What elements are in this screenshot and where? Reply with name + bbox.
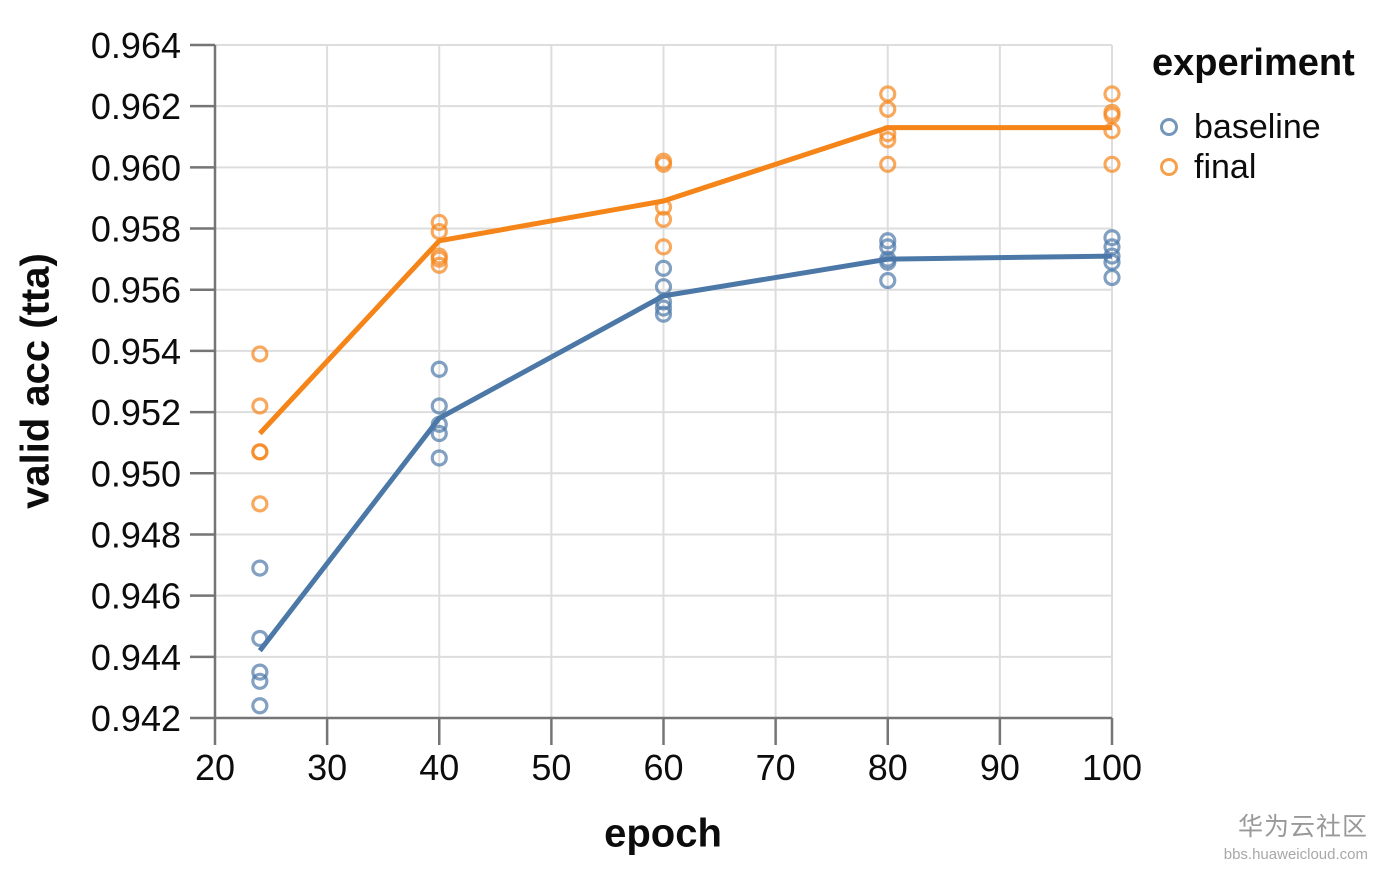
y-tick-label: 0.944 <box>91 637 181 678</box>
final-data-point <box>654 155 673 173</box>
y-tick-label: 0.942 <box>91 698 181 739</box>
x-tick-label: 60 <box>643 747 683 788</box>
y-tick-label: 0.958 <box>91 209 181 250</box>
baseline-data-point <box>654 293 673 311</box>
y-axis-title: valid acc (tta) <box>13 253 58 509</box>
final-data-point <box>1103 155 1121 173</box>
baseline-data-point <box>1103 247 1121 265</box>
watermark: 华为云社区 bbs.huaweicloud.com <box>1224 807 1368 863</box>
final-data-point <box>1103 122 1121 140</box>
legend-label-final: final <box>1194 147 1257 186</box>
y-tick-label: 0.960 <box>91 147 181 188</box>
baseline-data-point <box>430 449 448 467</box>
final-data-point <box>879 131 897 149</box>
final-data-point <box>879 155 897 173</box>
final-data-point <box>654 238 673 256</box>
baseline-data-point <box>251 663 269 681</box>
baseline-trend-line <box>257 253 1113 653</box>
baseline-data-point <box>251 672 269 690</box>
x-tick-label: 100 <box>1082 747 1142 788</box>
y-tick-label: 0.956 <box>91 270 181 311</box>
x-axis-title: epoch <box>604 811 722 856</box>
final-data-point <box>654 198 673 216</box>
baseline-data-point <box>430 415 448 433</box>
watermark-subtitle: bbs.huaweicloud.com <box>1223 846 1368 863</box>
x-tick-label: 50 <box>531 747 571 788</box>
baseline-data-point <box>251 559 269 577</box>
y-tick-label: 0.946 <box>91 576 181 617</box>
final-trend-line <box>258 125 1112 436</box>
final-data-point <box>1103 85 1121 103</box>
baseline-data-point <box>1103 268 1121 287</box>
baseline-data-point <box>1103 229 1121 247</box>
y-tick-label: 0.962 <box>91 86 181 127</box>
x-tick-label: 70 <box>756 747 796 788</box>
y-tick-label: 0.952 <box>91 392 181 433</box>
watermark-title: 华为云社区 <box>1237 813 1368 841</box>
final-data-point <box>251 397 269 415</box>
final-point-symbol-icon <box>1160 158 1178 176</box>
final-data-point <box>430 213 448 232</box>
baseline-data-point <box>430 424 448 443</box>
final-data-point <box>879 125 897 143</box>
legend-item-final: final <box>1152 147 1355 187</box>
x-tick-label: 90 <box>980 747 1020 788</box>
legend-title: experiment <box>1152 42 1355 84</box>
baseline-data-point <box>430 360 448 378</box>
y-tick-label: 0.948 <box>91 514 181 555</box>
baseline-data-point <box>879 232 897 250</box>
final-data-point <box>251 495 269 513</box>
final-data-point <box>654 210 673 228</box>
legend: experiment baseline final <box>1152 42 1355 187</box>
x-tick-label: 80 <box>868 747 908 788</box>
legend-item-baseline: baseline <box>1152 107 1355 147</box>
legend-label-baseline: baseline <box>1194 107 1321 146</box>
final-data-point <box>430 250 448 268</box>
baseline-data-point <box>879 271 897 290</box>
y-tick-label: 0.954 <box>91 331 181 372</box>
baseline-data-point <box>879 253 897 271</box>
x-tick-label: 20 <box>195 747 235 788</box>
x-tick-label: 40 <box>419 747 459 788</box>
baseline-point-symbol-icon <box>1160 118 1178 136</box>
x-tick-label: 30 <box>307 747 347 788</box>
final-data-point <box>430 223 448 241</box>
y-tick-label: 0.950 <box>91 453 181 494</box>
final-data-point <box>879 100 897 118</box>
final-data-point <box>430 256 448 274</box>
baseline-data-point <box>251 629 269 648</box>
baseline-data-point <box>654 299 673 317</box>
baseline-data-point <box>654 259 673 277</box>
baseline-data-point <box>430 397 448 415</box>
final-data-point <box>251 443 269 461</box>
final-data-point <box>251 345 269 363</box>
baseline-data-point <box>654 305 673 323</box>
y-tick-label: 0.964 <box>91 25 181 66</box>
baseline-data-point <box>251 697 269 715</box>
